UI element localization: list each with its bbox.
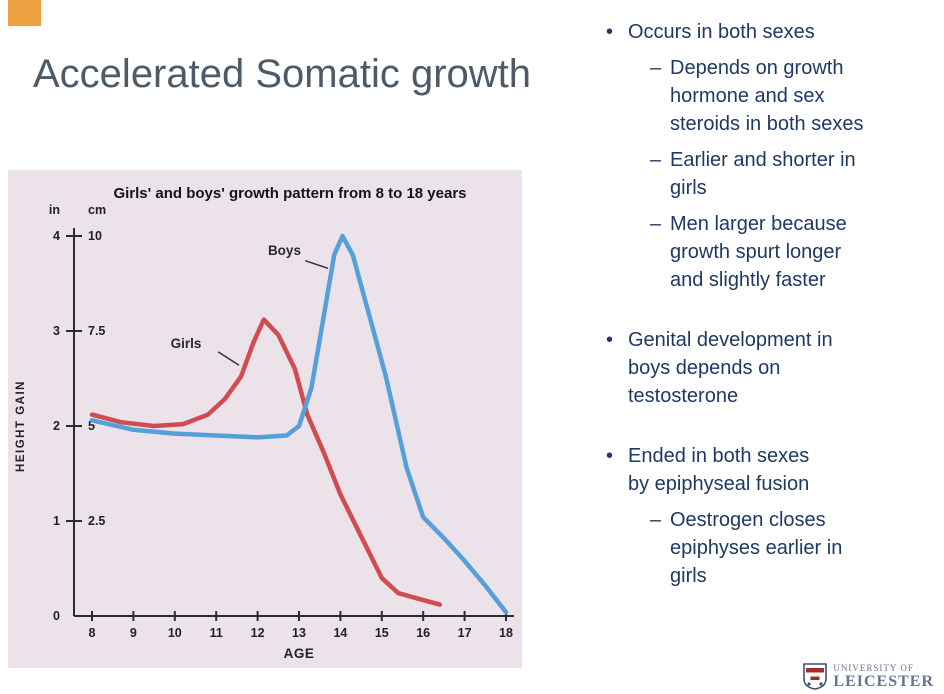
sub-bullet-text: Earlier and shorter in girls [670, 149, 856, 199]
sub-bullet-item: – Earlier and shorter in girls [650, 146, 944, 202]
bullet-group: • Ended in both sexes by epiphyseal fusi… [598, 442, 944, 590]
svg-text:7.5: 7.5 [88, 324, 105, 338]
bullet-group: • Occurs in both sexes – Depends on grow… [598, 18, 944, 294]
growth-chart: Girls' and boys' growth pattern from 8 t… [8, 170, 522, 668]
svg-text:3: 3 [53, 324, 60, 338]
sub-bullet-marker: – [650, 57, 662, 79]
bullet-item: • Ended in both sexes by epiphyseal fusi… [598, 442, 944, 498]
svg-text:1: 1 [53, 514, 60, 528]
svg-text:10: 10 [88, 229, 102, 243]
sub-bullet-text: Oestrogen closes epiphyses earlier in gi… [670, 509, 843, 587]
bullet-list: • Occurs in both sexes – Depends on grow… [598, 18, 944, 590]
sub-bullet-item: – Men larger because growth spurt longer… [650, 210, 944, 294]
sub-bullet-marker: – [650, 213, 662, 235]
svg-text:2.5: 2.5 [88, 514, 105, 528]
svg-text:8: 8 [89, 626, 96, 640]
bullet-group: • Genital development in boys depends on… [598, 326, 944, 410]
svg-text:cm: cm [88, 203, 106, 217]
svg-text:16: 16 [416, 626, 430, 640]
bullet-marker: • [606, 445, 614, 467]
bullet-text: Genital development in boys depends on t… [628, 329, 833, 407]
svg-text:14: 14 [333, 626, 347, 640]
svg-text:in: in [49, 203, 60, 217]
sub-bullet-item: – Depends on growth hormone and sex ster… [650, 54, 944, 138]
university-logo: UNIVERSITY OF LEICESTER [803, 663, 934, 691]
bullet-item: • Genital development in boys depends on… [598, 326, 944, 410]
svg-text:10: 10 [168, 626, 182, 640]
bullet-item: • Occurs in both sexes [598, 18, 944, 46]
svg-text:18: 18 [499, 626, 513, 640]
svg-text:2: 2 [53, 419, 60, 433]
svg-text:9: 9 [130, 626, 137, 640]
svg-text:0: 0 [53, 609, 60, 623]
svg-text:17: 17 [458, 626, 472, 640]
sub-bullet-marker: – [650, 509, 662, 531]
svg-text:13: 13 [292, 626, 306, 640]
bullet-text: Occurs in both sexes [628, 21, 815, 43]
svg-text:AGE: AGE [284, 646, 315, 661]
university-shield-icon [803, 663, 828, 690]
sub-bullet-marker: – [650, 149, 662, 171]
svg-text:12: 12 [251, 626, 265, 640]
svg-text:15: 15 [375, 626, 389, 640]
sub-bullet-item: – Oestrogen closes epiphyses earlier in … [650, 506, 944, 590]
svg-text:11: 11 [210, 626, 223, 640]
accent-square [8, 0, 41, 26]
university-logo-text: UNIVERSITY OF LEICESTER [833, 663, 934, 691]
bullet-marker: • [606, 21, 614, 43]
svg-text:Boys: Boys [268, 243, 301, 258]
page-title: Accelerated Somatic growth [33, 52, 532, 96]
svg-text:Girls: Girls [171, 336, 202, 351]
sub-bullet-text: Depends on growth hormone and sex steroi… [670, 57, 864, 135]
svg-text:4: 4 [53, 229, 60, 243]
university-name-line2: LEICESTER [833, 673, 934, 690]
sub-bullet-text: Men larger because growth spurt longer a… [670, 213, 847, 291]
growth-chart-svg: Girls' and boys' growth pattern from 8 t… [15, 185, 514, 661]
svg-text:5: 5 [88, 419, 95, 433]
svg-text:HEIGHT GAIN: HEIGHT GAIN [15, 380, 27, 472]
university-name-line1: UNIVERSITY OF [833, 663, 914, 673]
bullet-text: Ended in both sexes by epiphyseal fusion [628, 445, 810, 495]
svg-text:Girls' and boys' growth patter: Girls' and boys' growth pattern from 8 t… [113, 185, 466, 202]
bullet-marker: • [606, 329, 614, 351]
